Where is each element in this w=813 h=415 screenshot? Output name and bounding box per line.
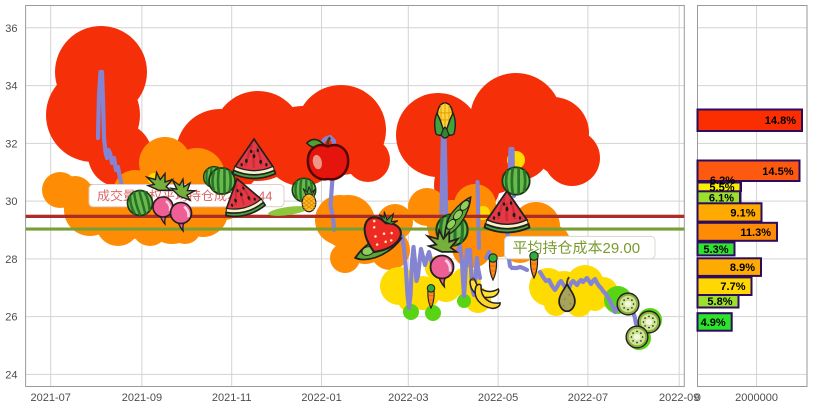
svg-text:4.9%: 4.9% [701,317,726,329]
svg-text:2021-07: 2021-07 [31,392,71,404]
svg-text:26: 26 [5,312,17,324]
svg-text:7.7%: 7.7% [720,281,745,293]
svg-text:24: 24 [5,369,17,381]
svg-text:32: 32 [5,138,17,150]
svg-text:5.8%: 5.8% [707,296,732,308]
svg-text:28: 28 [5,254,17,266]
svg-text:2022-05: 2022-05 [478,392,518,404]
svg-text:2022-01: 2022-01 [301,392,341,404]
svg-text:0: 0 [695,392,701,404]
svg-text:5.3%: 5.3% [703,244,728,256]
svg-text:2000000: 2000000 [735,392,778,404]
svg-text:14.5%: 14.5% [762,166,793,178]
svg-text:2022-09: 2022-09 [659,392,699,404]
svg-text:14.8%: 14.8% [765,115,796,127]
svg-text:9.1%: 9.1% [730,208,755,220]
svg-text:36: 36 [5,23,17,35]
svg-text:2022-07: 2022-07 [568,392,608,404]
svg-text:2021-09: 2021-09 [122,392,162,404]
svg-text:6.1%: 6.1% [709,192,734,204]
svg-text:11.3%: 11.3% [740,227,771,239]
svg-text:5.5%: 5.5% [709,182,734,194]
svg-text:2022-03: 2022-03 [388,392,428,404]
svg-text:30: 30 [5,196,17,208]
svg-text:34: 34 [5,81,17,93]
svg-text:6.2%: 6.2% [710,175,735,187]
svg-text:29.00: 29.00 [603,240,641,257]
svg-text:8.9%: 8.9% [730,262,755,274]
svg-text:2021-11: 2021-11 [212,392,252,404]
